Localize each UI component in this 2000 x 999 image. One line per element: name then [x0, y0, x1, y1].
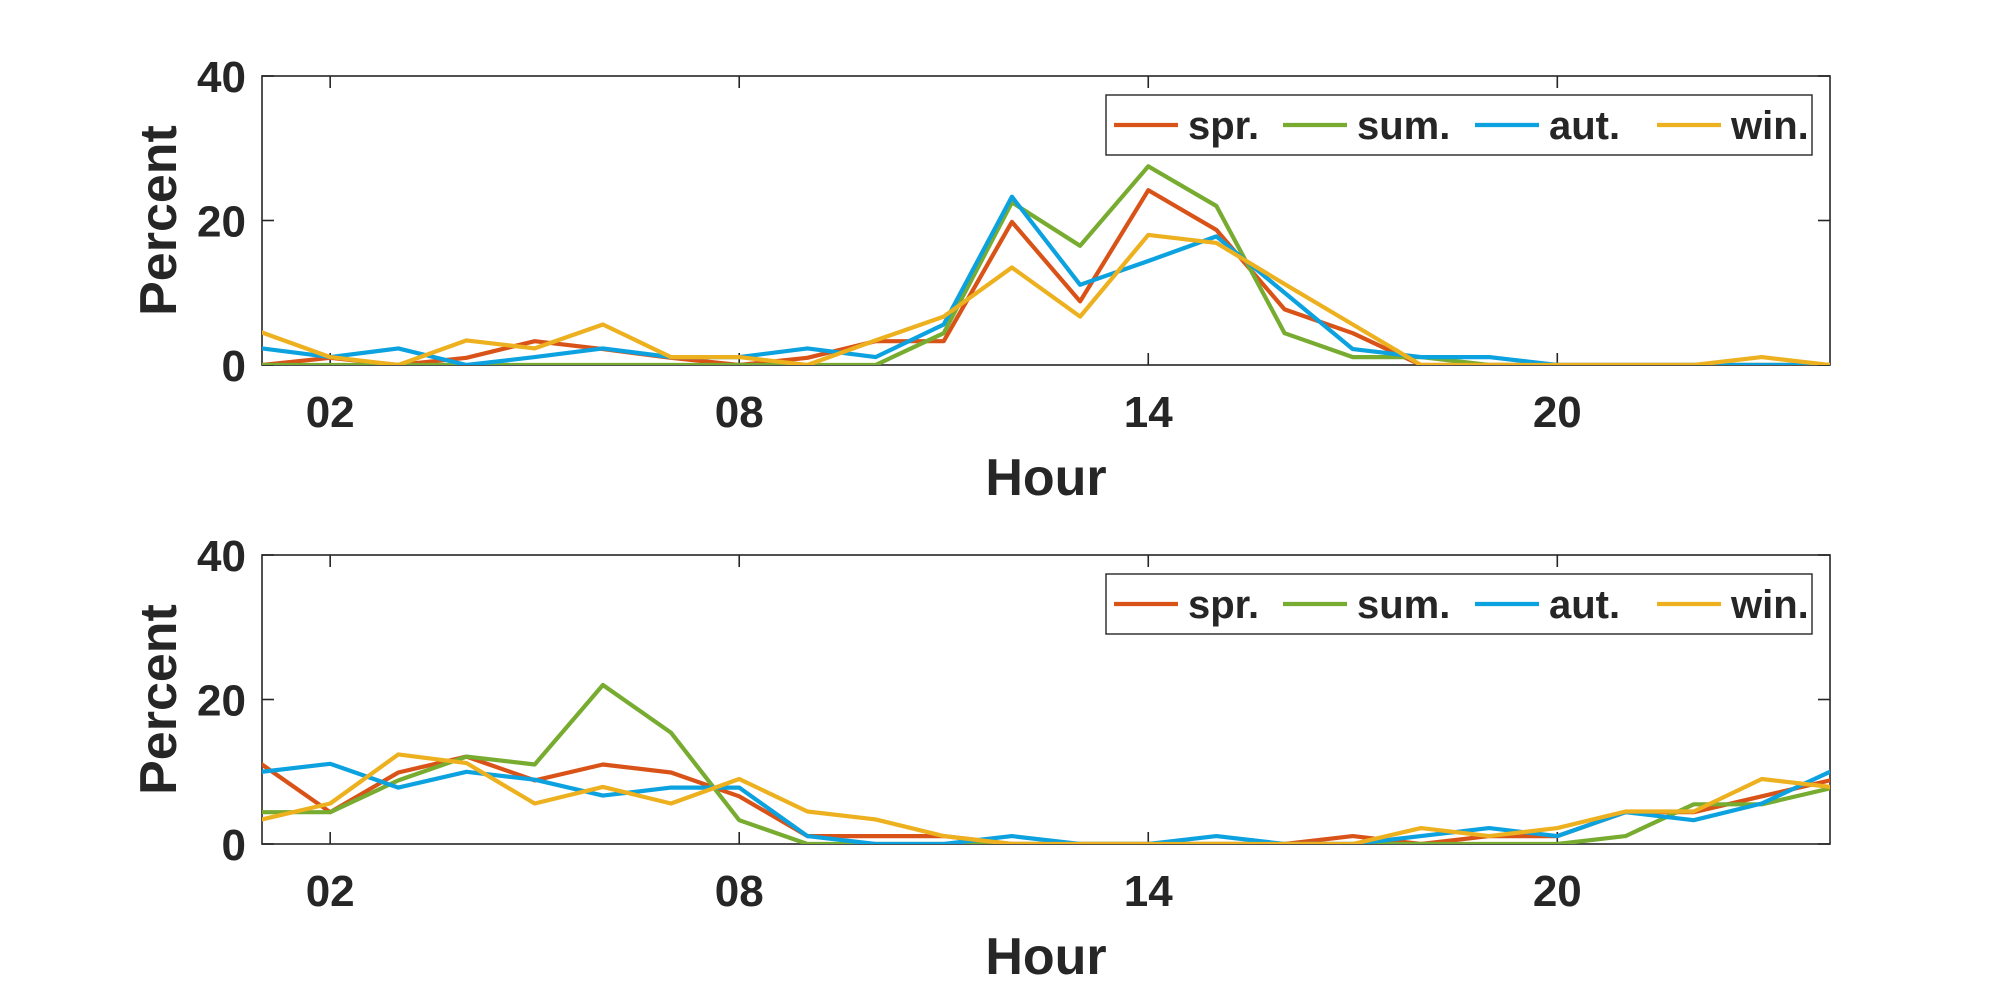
x-axis-label: Hour: [985, 449, 1106, 507]
legend-label: spr.: [1188, 583, 1259, 627]
x-tick-label: 14: [1124, 388, 1173, 437]
x-tick-label: 14: [1124, 867, 1173, 916]
series-group: [262, 682, 1830, 844]
x-tick-label: 20: [1533, 388, 1582, 437]
legend-label: aut.: [1549, 583, 1620, 627]
x-tick-label: 08: [715, 388, 764, 437]
series-line-aut: [262, 761, 1830, 844]
y-tick-label: 0: [222, 342, 246, 391]
series-line-win: [262, 752, 1830, 844]
x-tick-label: 08: [715, 867, 764, 916]
x-axis-label: Hour: [985, 928, 1106, 986]
top-panel: 02 08 14 20 0 20 40 Hour Percent spr. sum. aut. win.: [130, 53, 1831, 507]
legend: spr. sum. aut. win.: [1105, 573, 1813, 635]
y-tick-label: 20: [197, 677, 246, 726]
legend-label: spr.: [1188, 104, 1259, 148]
bottom-panel: 02 08 14 20 0 20 40 Hour Percent spr. sum. aut. win.: [130, 532, 1831, 986]
y-tick-label: 0: [222, 821, 246, 870]
y-tick-label: 40: [197, 53, 246, 102]
legend-label: aut.: [1549, 104, 1620, 148]
x-tick-label: 02: [306, 388, 355, 437]
series-line-win: [262, 232, 1830, 365]
y-tick-label: 40: [197, 532, 246, 581]
legend-label: win.: [1730, 583, 1809, 627]
y-tick-label: 20: [197, 198, 246, 247]
series-line-spr: [262, 188, 1830, 365]
legend-label: sum.: [1357, 583, 1450, 627]
legend-label: sum.: [1357, 104, 1450, 148]
y-axis-label: Percent: [130, 604, 188, 795]
legend: spr. sum. aut. win.: [1105, 94, 1813, 156]
series-line-sum: [262, 164, 1830, 365]
x-tick-label: 20: [1533, 867, 1582, 916]
y-axis-label: Percent: [130, 125, 188, 316]
series-line-sum: [262, 682, 1830, 844]
series-line-aut: [262, 194, 1830, 365]
series-group: [262, 164, 1830, 365]
x-tick-label: 02: [306, 867, 355, 916]
legend-label: win.: [1730, 104, 1809, 148]
